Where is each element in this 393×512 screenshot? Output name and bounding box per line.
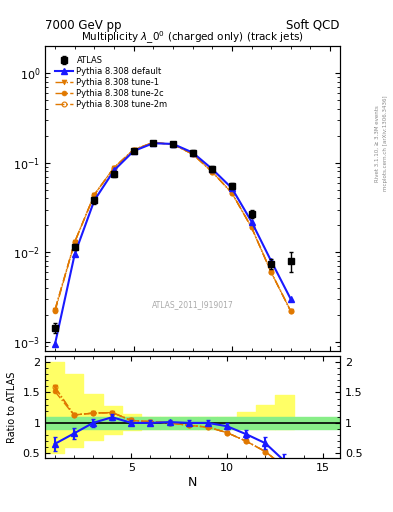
- Pythia 8.308 tune-2m: [269, 269, 274, 275]
- Pythia 8.308 tune-1: [171, 141, 175, 147]
- Pythia 8.308 tune-2c: [151, 139, 156, 145]
- Title: Multiplicity $\lambda\_0^0$ (charged only) (track jets): Multiplicity $\lambda\_0^0$ (charged onl…: [81, 30, 304, 46]
- Pythia 8.308 default: [131, 148, 136, 154]
- Pythia 8.308 tune-2c: [112, 165, 116, 171]
- Text: 7000 GeV pp: 7000 GeV pp: [45, 19, 122, 32]
- Pythia 8.308 tune-2c: [92, 191, 97, 198]
- Pythia 8.308 default: [92, 197, 97, 203]
- Pythia 8.308 tune-1: [210, 169, 215, 175]
- Pythia 8.308 tune-1: [131, 146, 136, 153]
- Line: Pythia 8.308 tune-2m: Pythia 8.308 tune-2m: [53, 140, 293, 314]
- Pythia 8.308 tune-2m: [151, 139, 156, 145]
- Pythia 8.308 tune-2c: [269, 269, 274, 275]
- Pythia 8.308 tune-1: [53, 307, 57, 313]
- Pythia 8.308 default: [249, 219, 254, 225]
- Line: Pythia 8.308 default: Pythia 8.308 default: [52, 140, 294, 347]
- Pythia 8.308 tune-2m: [53, 307, 57, 313]
- Pythia 8.308 tune-2c: [131, 146, 136, 153]
- Pythia 8.308 tune-1: [269, 269, 274, 275]
- Pythia 8.308 tune-2m: [112, 165, 116, 171]
- Pythia 8.308 default: [151, 140, 156, 146]
- Y-axis label: Ratio to ATLAS: Ratio to ATLAS: [7, 371, 17, 443]
- Pythia 8.308 default: [53, 341, 57, 347]
- Pythia 8.308 default: [230, 185, 234, 191]
- Pythia 8.308 tune-2c: [171, 141, 175, 147]
- Text: Rivet 3.1.10, ≥ 3.3M events: Rivet 3.1.10, ≥ 3.3M events: [375, 105, 380, 182]
- Pythia 8.308 tune-2m: [249, 224, 254, 230]
- Pythia 8.308 tune-2c: [288, 308, 293, 314]
- Pythia 8.308 tune-1: [230, 190, 234, 196]
- Text: ATLAS_2011_I919017: ATLAS_2011_I919017: [152, 301, 233, 310]
- Pythia 8.308 tune-1: [72, 239, 77, 245]
- Line: Pythia 8.308 tune-1: Pythia 8.308 tune-1: [53, 140, 293, 314]
- X-axis label: N: N: [188, 476, 197, 489]
- Pythia 8.308 default: [112, 167, 116, 174]
- Pythia 8.308 tune-1: [190, 151, 195, 157]
- Line: Pythia 8.308 tune-2c: Pythia 8.308 tune-2c: [53, 140, 293, 314]
- Pythia 8.308 tune-2m: [131, 146, 136, 153]
- Pythia 8.308 default: [190, 150, 195, 156]
- Pythia 8.308 tune-2c: [230, 190, 234, 196]
- Pythia 8.308 tune-2c: [72, 239, 77, 245]
- Pythia 8.308 default: [210, 166, 215, 172]
- Pythia 8.308 tune-2c: [190, 151, 195, 157]
- Pythia 8.308 tune-2m: [210, 169, 215, 175]
- Pythia 8.308 tune-2c: [210, 169, 215, 175]
- Pythia 8.308 default: [269, 258, 274, 264]
- Pythia 8.308 default: [171, 141, 175, 147]
- Pythia 8.308 default: [72, 251, 77, 258]
- Pythia 8.308 tune-1: [151, 139, 156, 145]
- Pythia 8.308 tune-2c: [249, 224, 254, 230]
- Pythia 8.308 tune-2m: [190, 151, 195, 157]
- Pythia 8.308 tune-2m: [171, 141, 175, 147]
- Pythia 8.308 tune-1: [249, 224, 254, 230]
- Pythia 8.308 tune-2m: [72, 239, 77, 245]
- Pythia 8.308 tune-1: [92, 191, 97, 198]
- Pythia 8.308 tune-2m: [92, 191, 97, 198]
- Text: Soft QCD: Soft QCD: [286, 19, 340, 32]
- Legend: ATLAS, Pythia 8.308 default, Pythia 8.308 tune-1, Pythia 8.308 tune-2c, Pythia 8: ATLAS, Pythia 8.308 default, Pythia 8.30…: [52, 53, 170, 112]
- Pythia 8.308 tune-1: [112, 165, 116, 171]
- Pythia 8.308 tune-2m: [288, 308, 293, 314]
- Pythia 8.308 default: [288, 296, 293, 302]
- Pythia 8.308 tune-2m: [230, 190, 234, 196]
- Pythia 8.308 tune-2c: [53, 308, 57, 314]
- Pythia 8.308 tune-1: [288, 308, 293, 314]
- Text: mcplots.cern.ch [arXiv:1306.3436]: mcplots.cern.ch [arXiv:1306.3436]: [383, 96, 387, 191]
